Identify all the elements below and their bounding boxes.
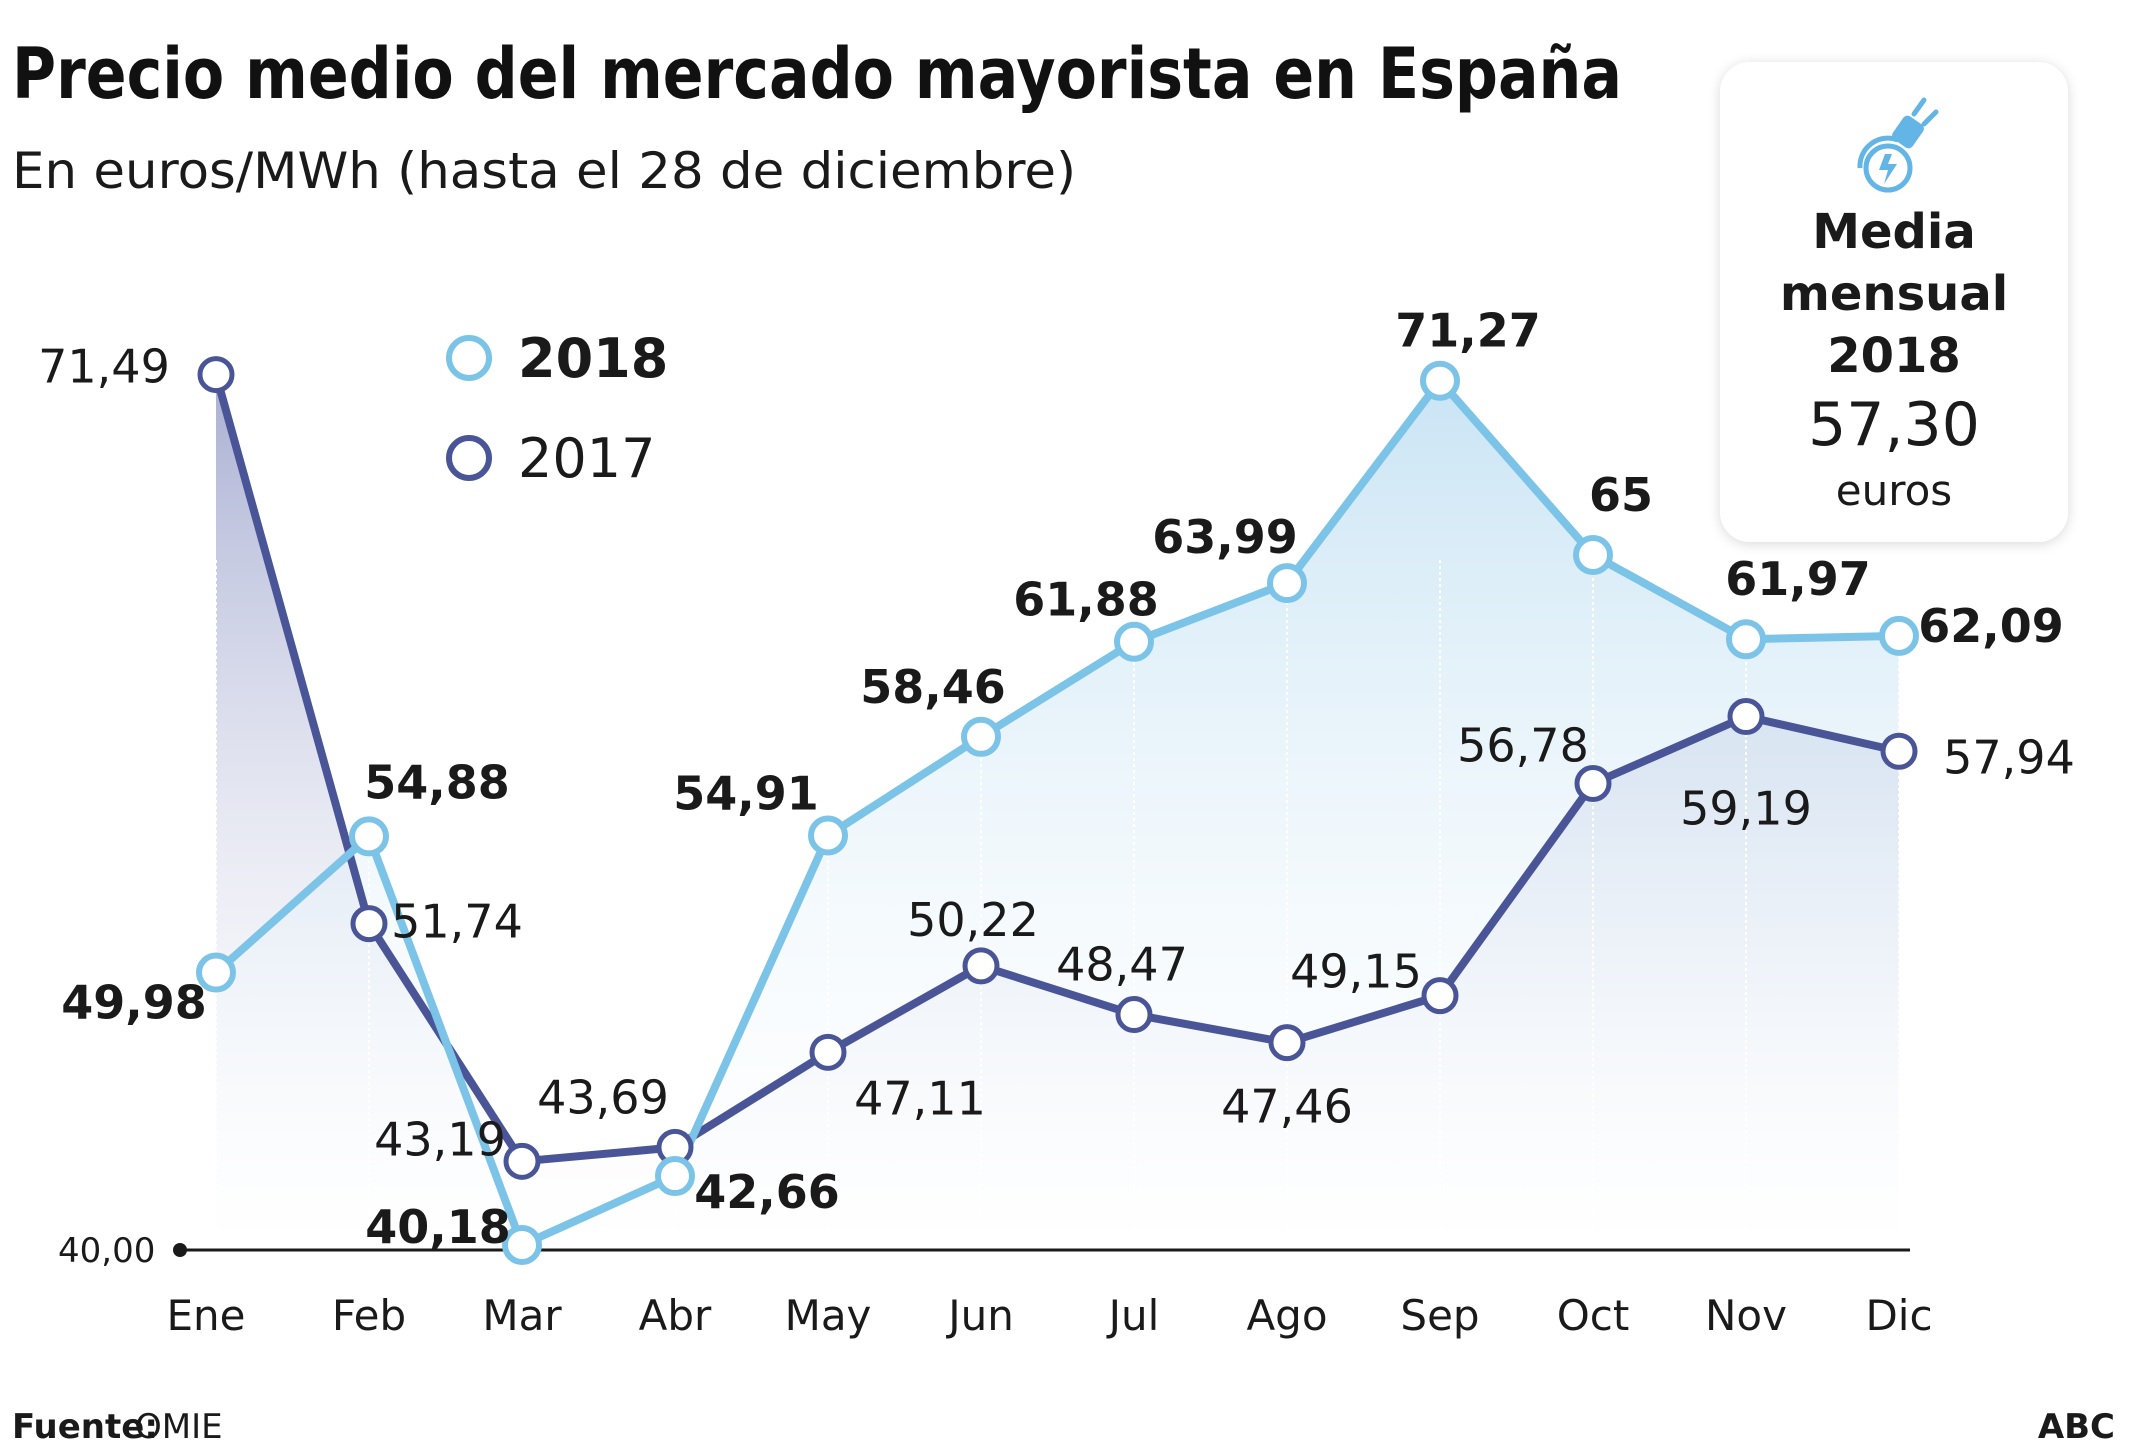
point-2017-jul [1115, 996, 1153, 1034]
source-value: OMIE [135, 1407, 223, 1447]
point-2017-dic [1880, 732, 1918, 770]
data-label-2018-mar: 40,18 [365, 1200, 511, 1254]
point-2018-oct [1573, 535, 1613, 575]
point-2018-feb [349, 816, 389, 857]
vertical-gridlines [215, 560, 1900, 1250]
brand-label: ABC [2038, 1407, 2115, 1447]
x-tick-dic: Dic [1865, 1291, 1932, 1340]
x-tick-may: May [785, 1291, 872, 1340]
point-2018-jun [961, 716, 1001, 757]
point-2017-nov [1727, 698, 1765, 736]
series-markers [196, 356, 1919, 1265]
point-2018-ene [196, 952, 236, 993]
point-2017-may [809, 1033, 847, 1071]
source-label: Fuente: [12, 1407, 158, 1447]
data-label-2017-oct: 56,78 [1457, 719, 1589, 773]
point-2017-oct [1574, 765, 1612, 803]
point-2018-jul [1114, 621, 1154, 662]
point-2018-may [808, 815, 848, 856]
x-tick-mar: Mar [482, 1291, 562, 1340]
data-label-2018-may: 54,91 [673, 767, 819, 821]
x-tick-ene: Ene [167, 1291, 246, 1340]
point-2017-feb [350, 905, 388, 943]
legend-label-2017: 2017 [518, 427, 655, 490]
x-axis-origin-dot [173, 1243, 187, 1257]
point-2018-abr [655, 1156, 695, 1197]
point-2017-ago [1268, 1024, 1306, 1062]
point-2018-nov [1726, 619, 1766, 660]
plug-lightning-icon [1857, 97, 1939, 193]
summary-unit: euros [1836, 466, 1952, 515]
summary-box-background [1720, 62, 2068, 542]
data-label-2017-ene: 71,49 [38, 340, 170, 394]
x-tick-oct: Oct [1557, 1291, 1630, 1340]
chart-subtitle: En euros/MWh (hasta el 28 de diciembre) [12, 142, 1076, 200]
point-2018-ago [1267, 563, 1307, 604]
area-fills [216, 374, 1899, 1251]
point-2017-ene [197, 356, 235, 394]
x-tick-sep: Sep [1400, 1291, 1479, 1340]
summary-line1: Media [1812, 204, 1976, 260]
x-tick-ago: Ago [1246, 1291, 1327, 1340]
data-label-2018-ago: 63,99 [1152, 510, 1298, 564]
point-2017-jun [962, 947, 1000, 985]
x-tick-nov: Nov [1705, 1291, 1787, 1340]
x-tick-jul: Jul [1106, 1291, 1160, 1340]
x-axis: 40,00 [58, 1231, 1910, 1271]
point-2017-mar [503, 1142, 541, 1180]
point-2018-dic [1879, 615, 1919, 656]
series-line-2018 [213, 376, 1900, 1249]
x-tick-abr: Abr [639, 1291, 712, 1340]
data-label-2017-ago: 47,46 [1221, 1080, 1353, 1134]
area-2018 [216, 380, 1899, 1251]
series-lines [212, 373, 1900, 1249]
series-line-2017 [212, 373, 1900, 1166]
data-label-2017-dic: 57,94 [1943, 730, 2075, 784]
legend-marker-2018 [446, 335, 492, 381]
data-label-2017-jul: 48,47 [1056, 938, 1188, 992]
legend-label-2018: 2018 [518, 327, 668, 390]
data-label-2017-may: 47,11 [854, 1071, 986, 1125]
summary-line3: 2018 [1827, 328, 1961, 384]
summary-box: Media mensual 2018 57,30 euros [1720, 62, 2068, 542]
data-label-2018-dic: 62,09 [1918, 599, 2064, 653]
summary-value: 57,30 [1808, 390, 1980, 460]
data-labels: 71,49 51,74 43,19 43,69 47,11 50,22 48,47 47,46… [38, 304, 2075, 1254]
point-2018-sep [1420, 360, 1460, 401]
data-label-2018-jul: 61,88 [1013, 573, 1159, 627]
data-label-2017-jun: 50,22 [907, 893, 1039, 947]
chart-title: Precio medio del mercado mayorista en Es… [12, 33, 1622, 115]
x-tick-labels: Ene Feb Mar Abr May Jun Jul Ago Sep Oct Nov Dic [167, 1291, 1933, 1340]
legend: 2018 2017 [446, 327, 668, 490]
data-label-2018-sep: 71,27 [1395, 304, 1541, 358]
data-label-2018-ene: 49,98 [61, 976, 207, 1030]
point-2018-mar [502, 1224, 542, 1265]
data-label-2018-jun: 58,46 [860, 660, 1006, 714]
data-label-2018-feb: 54,88 [364, 755, 510, 809]
baseline-label: 40,00 [58, 1231, 155, 1271]
x-tick-jun: Jun [945, 1291, 1014, 1340]
data-label-2017-abr: 43,69 [537, 1070, 669, 1124]
x-tick-feb: Feb [332, 1291, 406, 1340]
data-label-2017-sep: 49,15 [1290, 945, 1422, 999]
data-label-2018-abr: 42,66 [694, 1165, 840, 1219]
summary-line2: mensual [1780, 266, 2008, 322]
legend-marker-2017 [446, 435, 492, 481]
data-label-2018-nov: 61,97 [1725, 552, 1871, 606]
data-label-2017-mar: 43,19 [374, 1112, 506, 1166]
point-2017-sep [1421, 977, 1459, 1015]
data-label-2018-oct: 65 [1589, 468, 1653, 522]
data-label-2017-feb: 51,74 [391, 895, 523, 949]
data-label-2017-nov: 59,19 [1680, 782, 1812, 836]
